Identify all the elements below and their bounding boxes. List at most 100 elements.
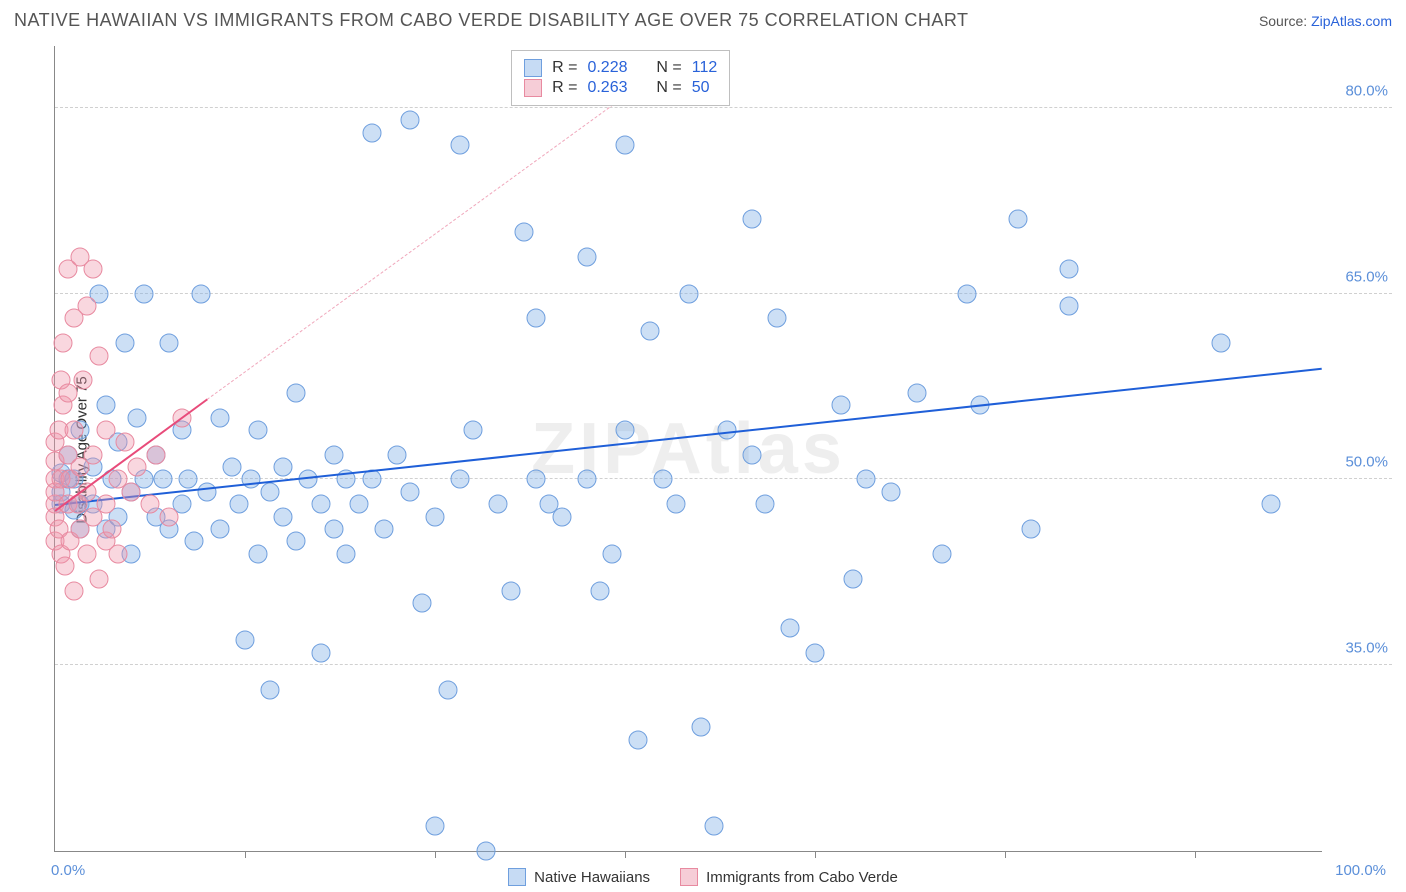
- y-tick-label: 65.0%: [1345, 268, 1388, 285]
- scatter-point: [56, 557, 75, 576]
- series-swatch: [524, 59, 542, 77]
- scatter-point: [147, 445, 166, 464]
- gridline: [55, 664, 1392, 665]
- scatter-point: [780, 619, 799, 638]
- scatter-point: [514, 222, 533, 241]
- scatter-point: [210, 520, 229, 539]
- scatter-point: [806, 643, 825, 662]
- scatter-point: [451, 136, 470, 155]
- scatter-point: [362, 470, 381, 489]
- scatter-point: [603, 544, 622, 563]
- scatter-point: [96, 495, 115, 514]
- scatter-point: [907, 383, 926, 402]
- scatter-point: [932, 544, 951, 563]
- scatter-point: [1262, 495, 1281, 514]
- r-value: 0.263: [587, 79, 627, 97]
- scatter-point: [96, 420, 115, 439]
- scatter-point: [179, 470, 198, 489]
- trend-line: [55, 368, 1322, 506]
- scatter-point: [65, 581, 84, 600]
- scatter-point: [53, 334, 72, 353]
- trend-line: [207, 96, 626, 400]
- y-tick-label: 80.0%: [1345, 82, 1388, 99]
- series-swatch: [524, 79, 542, 97]
- x-tick: [245, 851, 246, 858]
- scatter-point: [153, 470, 172, 489]
- source-link[interactable]: ZipAtlas.com: [1311, 13, 1392, 29]
- r-label: R =: [552, 79, 577, 97]
- n-value: 50: [692, 79, 710, 97]
- x-tick: [815, 851, 816, 858]
- scatter-point: [312, 495, 331, 514]
- scatter-point: [552, 507, 571, 526]
- scatter-point: [578, 247, 597, 266]
- scatter-point: [388, 445, 407, 464]
- scatter-point: [375, 520, 394, 539]
- scatter-point: [236, 631, 255, 650]
- scatter-point: [1008, 210, 1027, 229]
- source-attribution: Source: ZipAtlas.com: [1259, 13, 1392, 29]
- scatter-point: [73, 371, 92, 390]
- r-value: 0.228: [587, 59, 627, 77]
- scatter-point: [337, 544, 356, 563]
- legend-label: Native Hawaiians: [534, 869, 650, 886]
- scatter-point: [958, 284, 977, 303]
- scatter-point: [96, 396, 115, 415]
- scatter-point: [400, 111, 419, 130]
- scatter-point: [134, 284, 153, 303]
- scatter-point: [223, 458, 242, 477]
- scatter-point: [464, 420, 483, 439]
- scatter-point: [527, 309, 546, 328]
- legend-item: Immigrants from Cabo Verde: [680, 868, 898, 886]
- scatter-point: [654, 470, 673, 489]
- scatter-point: [641, 321, 660, 340]
- stats-row: R =0.228 N =112: [524, 59, 717, 77]
- scatter-point: [426, 817, 445, 836]
- n-value: 112: [692, 59, 718, 77]
- scatter-point: [438, 681, 457, 700]
- scatter-point: [768, 309, 787, 328]
- scatter-point: [122, 482, 141, 501]
- y-tick-label: 35.0%: [1345, 640, 1388, 657]
- scatter-point: [616, 420, 635, 439]
- scatter-point: [103, 520, 122, 539]
- scatter-point: [502, 581, 521, 600]
- scatter-point: [856, 470, 875, 489]
- scatter-point: [426, 507, 445, 526]
- chart-title: NATIVE HAWAIIAN VS IMMIGRANTS FROM CABO …: [14, 10, 969, 31]
- scatter-point: [128, 458, 147, 477]
- scatter-point: [191, 284, 210, 303]
- scatter-point: [717, 420, 736, 439]
- scatter-point: [248, 544, 267, 563]
- plot-container: Disability Age Over 75 ZIPAtlas 35.0%50.…: [14, 46, 1392, 854]
- scatter-point: [261, 681, 280, 700]
- scatter-point: [90, 346, 109, 365]
- scatter-point: [77, 297, 96, 316]
- scatter-point: [742, 445, 761, 464]
- r-label: R =: [552, 59, 577, 77]
- scatter-point: [755, 495, 774, 514]
- y-tick-label: 50.0%: [1345, 454, 1388, 471]
- scatter-point: [84, 259, 103, 278]
- scatter-point: [312, 643, 331, 662]
- scatter-point: [128, 408, 147, 427]
- scatter-point: [527, 470, 546, 489]
- legend-bottom: Native Hawaiians Immigrants from Cabo Ver…: [0, 868, 1406, 886]
- legend-item: Native Hawaiians: [508, 868, 650, 886]
- gridline: [55, 293, 1392, 294]
- n-label: N =: [656, 79, 681, 97]
- scatter-point: [882, 482, 901, 501]
- scatter-point: [324, 445, 343, 464]
- x-tick: [1195, 851, 1196, 858]
- scatter-point: [141, 495, 160, 514]
- scatter-point: [1021, 520, 1040, 539]
- scatter-point: [115, 334, 134, 353]
- legend-label: Immigrants from Cabo Verde: [706, 869, 898, 886]
- scatter-point: [77, 544, 96, 563]
- scatter-point: [248, 420, 267, 439]
- x-tick: [1005, 851, 1006, 858]
- gridline: [55, 107, 1392, 108]
- scatter-point: [692, 718, 711, 737]
- scatter-point: [590, 581, 609, 600]
- scatter-point: [400, 482, 419, 501]
